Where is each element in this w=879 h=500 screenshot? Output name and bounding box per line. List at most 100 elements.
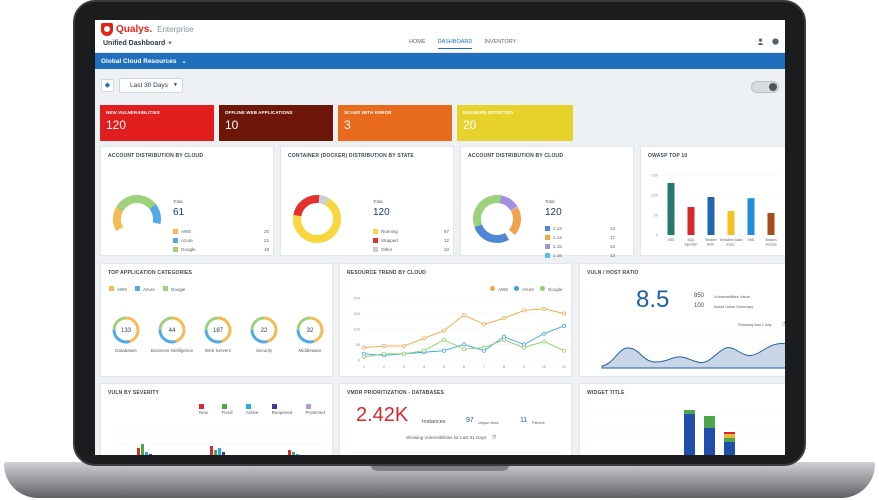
dark-mode-toggle[interactable] — [751, 81, 779, 93]
dashboard-selector[interactable]: Unified Dashboard ▾ — [103, 39, 172, 47]
date-range-select[interactable]: Last 30 Days ▼ — [119, 78, 183, 93]
data-point[interactable] — [502, 337, 506, 342]
data-point[interactable] — [482, 322, 486, 327]
app-category-item[interactable]: 44 Business Intelligence — [149, 314, 195, 353]
app-category-item[interactable]: 32 Middleware — [287, 314, 333, 353]
owasp-bar[interactable] — [707, 197, 715, 235]
data-point[interactable] — [442, 348, 446, 353]
info-icon[interactable]: ◷ — [782, 321, 785, 327]
data-point[interactable] — [402, 351, 406, 356]
showing-text: Showing last 1 day — [738, 322, 772, 327]
legend-item-reopened[interactable]: Reopened — [271, 404, 300, 415]
data-point[interactable] — [522, 308, 526, 313]
account-donut — [113, 195, 161, 244]
data-point[interactable] — [542, 331, 546, 336]
data-point[interactable] — [462, 342, 466, 347]
data-point[interactable] — [542, 339, 546, 344]
legend-item-azure[interactable]: Azure — [514, 286, 534, 292]
data-point[interactable] — [462, 313, 466, 317]
data-point[interactable] — [362, 345, 366, 350]
nav-dashboard[interactable]: DASHBOARD — [437, 39, 473, 49]
data-point[interactable] — [462, 347, 466, 352]
card-vmdr-prioritization: VMDR PRIORITIZATION - DATABASES 2.42K In… — [339, 383, 572, 455]
category-ring: 133 — [112, 316, 140, 344]
data-point[interactable] — [362, 354, 366, 359]
trend-legend: AWS Azure Google — [490, 286, 562, 292]
x-tick-label: Injection — [684, 243, 697, 247]
owasp-bar[interactable] — [727, 211, 735, 235]
data-point[interactable] — [442, 337, 446, 342]
chevron-down-icon: ▾ — [168, 40, 172, 47]
app-category-item[interactable]: 187 Web Servers — [195, 314, 241, 353]
legend-item-aws[interactable]: AWS — [109, 286, 127, 292]
kpi-offline-web-apps[interactable]: OFFLINE WEB APPLICATIONS 10 — [219, 105, 333, 141]
total-value: 120 — [545, 207, 562, 218]
data-point[interactable] — [542, 306, 546, 311]
legend-item-azure: Azure 21 — [173, 238, 269, 243]
main-nav: HOME DASHBOARD INVENTORY — [409, 39, 516, 49]
data-point[interactable] — [402, 344, 406, 349]
data-point[interactable] — [442, 328, 446, 333]
ratio-value: 8.5 — [636, 286, 670, 313]
chevron-down-icon: ▼ — [173, 82, 178, 88]
x-tick-label: 8 — [503, 364, 506, 369]
card-container-distribution: CONTAINER (DOCKER) DISTRIBUTION BY STATE… — [280, 146, 454, 256]
owasp-bar[interactable] — [767, 213, 775, 235]
ring-segment — [158, 316, 186, 344]
legend-value: 12 — [443, 238, 449, 243]
category-label: Security — [255, 348, 273, 353]
card-widget: WIDGET TITLE — [579, 383, 785, 455]
data-point[interactable] — [362, 351, 366, 356]
data-point[interactable] — [422, 348, 426, 353]
data-point[interactable] — [422, 336, 426, 341]
kpi-label: SCANS WITH ERROR — [344, 110, 392, 115]
app-category-item[interactable]: 22 Security — [241, 314, 287, 353]
tag-filter-button[interactable]: ◆ — [101, 79, 114, 92]
brand-logo[interactable]: Qualys. Enterprise — [101, 23, 194, 36]
kpi-scans-with-error[interactable]: SCANS WITH ERROR 3 — [338, 105, 452, 141]
owasp-bar[interactable] — [747, 198, 755, 235]
nav-inventory[interactable]: INVENTORY — [484, 39, 517, 45]
nav-home[interactable]: HOME — [409, 39, 426, 45]
y-tick-label: 50 — [356, 342, 361, 347]
stacked-bar — [704, 428, 715, 455]
legend-item-aws[interactable]: AWS — [490, 286, 508, 292]
data-point[interactable] — [522, 342, 526, 347]
legend-label: Azure — [181, 238, 193, 243]
data-point[interactable] — [502, 316, 506, 321]
help-icon[interactable] — [772, 38, 779, 47]
owasp-bar[interactable] — [667, 183, 675, 235]
kpi-malware-detected[interactable]: MALWARE DETECTED 20 — [457, 105, 573, 141]
app-category-item[interactable]: 133 Databases — [103, 314, 149, 353]
data-point[interactable] — [562, 323, 566, 328]
kpi-new-vulnerabilities[interactable]: NEW VULNERABILITIES 120 — [100, 105, 214, 141]
legend-item-google[interactable]: Google — [162, 286, 185, 292]
user-icon[interactable] — [757, 38, 764, 47]
info-icon[interactable]: ◷ — [492, 434, 497, 440]
data-point[interactable] — [482, 345, 486, 350]
legend-item-protected[interactable]: Protected — [305, 404, 332, 415]
card-resource-trend: RESOURCE TREND BY CLOUD AWS Azure Google… — [339, 263, 572, 377]
legend-item-active[interactable]: Active — [245, 404, 266, 415]
x-tick-label: 5 — [443, 364, 446, 369]
owasp-bar[interactable] — [687, 207, 695, 235]
container-donut — [293, 195, 341, 244]
data-point[interactable] — [562, 348, 566, 353]
ring-segment — [204, 316, 232, 344]
dashboard-title-bar[interactable]: Global Cloud Resources ⌄ — [95, 53, 785, 69]
legend-item-google[interactable]: Google — [539, 286, 562, 292]
legend-item-fixed[interactable]: Fixed — [221, 404, 240, 415]
data-point[interactable] — [502, 334, 506, 339]
shield-icon — [101, 23, 113, 36]
legend-label: Stopped — [381, 238, 398, 243]
x-tick-label: Auth. — [707, 243, 715, 247]
legend-item-new[interactable]: New — [199, 404, 216, 415]
legend-item-azure[interactable]: Azure — [135, 286, 155, 292]
data-point[interactable] — [482, 348, 486, 353]
data-point[interactable] — [382, 351, 386, 356]
category-label: Web Servers — [205, 348, 231, 353]
data-point[interactable] — [382, 344, 386, 349]
stacked-bar — [724, 434, 735, 438]
data-point[interactable] — [522, 345, 526, 350]
data-point[interactable] — [562, 311, 566, 316]
